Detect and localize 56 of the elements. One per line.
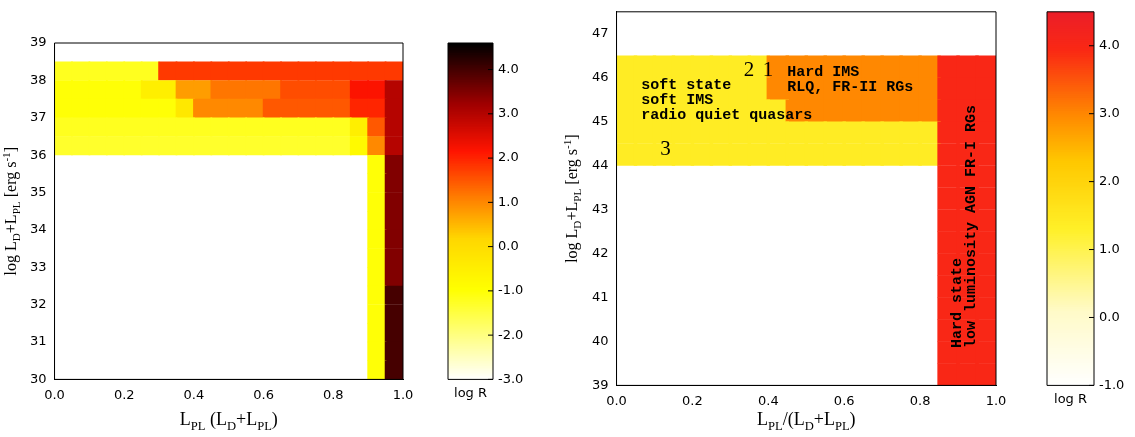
y-tick-label: 37 bbox=[30, 109, 47, 125]
x-tick-label: 0.0 bbox=[44, 386, 65, 402]
color-bar-label: 2.0 bbox=[498, 149, 519, 165]
y-axis-title: log LD+LPL [erg s-1] bbox=[0, 146, 22, 276]
x-tick-label: 0.4 bbox=[757, 392, 779, 408]
y-tick-label: 35 bbox=[30, 183, 47, 199]
y-tick-label: 31 bbox=[30, 333, 47, 349]
x-tick-label: 0.8 bbox=[322, 386, 344, 402]
y-tick-label: 39 bbox=[30, 34, 47, 50]
color-bar-label: 3.0 bbox=[498, 105, 519, 121]
y-tick-label: 33 bbox=[30, 258, 47, 274]
color-bar-title: log R bbox=[1054, 391, 1087, 407]
y-tick-label: 32 bbox=[30, 296, 47, 312]
y-tick-label: 45 bbox=[592, 113, 609, 129]
annotation: 3 bbox=[660, 135, 671, 160]
x-tick-label: 0.8 bbox=[909, 392, 931, 408]
x-tick-label: 0.6 bbox=[833, 392, 855, 408]
y-tick-label: 43 bbox=[592, 200, 609, 216]
color-bar-label: -1.0 bbox=[1099, 376, 1125, 392]
y-tick-label: 42 bbox=[592, 244, 609, 260]
x-tick-label: 1.0 bbox=[392, 386, 414, 402]
color-bar-label: -2.0 bbox=[498, 326, 524, 342]
y-tick-label: 44 bbox=[592, 157, 609, 173]
color-bar-title: log R bbox=[454, 385, 487, 401]
annotation: soft state bbox=[641, 76, 732, 94]
x-tick-label: 0.2 bbox=[113, 386, 135, 402]
color-bar-label: 3.0 bbox=[1099, 105, 1120, 121]
annotation: radio quiet quasars bbox=[641, 107, 813, 125]
color-bar-label: 2.0 bbox=[1099, 172, 1120, 188]
color-bar-label: 4.0 bbox=[498, 60, 519, 76]
annotation: RLQ, FR-II RGs bbox=[787, 78, 914, 96]
x-tick-label: 1.0 bbox=[985, 392, 1007, 408]
y-tick-label: 47 bbox=[592, 25, 609, 41]
y-tick-label: 38 bbox=[30, 71, 47, 87]
y-tick-label: 46 bbox=[592, 69, 609, 85]
color-bar-label: -3.0 bbox=[498, 370, 524, 386]
color-bar-label: 4.0 bbox=[1099, 37, 1120, 53]
x-tick-label: 0.6 bbox=[253, 386, 274, 402]
y-tick-label: 34 bbox=[30, 221, 47, 237]
y-tick-label: 39 bbox=[592, 376, 609, 392]
color-bar-label: -1.0 bbox=[498, 282, 524, 298]
x-tick-label: 0.4 bbox=[183, 386, 205, 402]
y-tick-label: 41 bbox=[592, 288, 609, 304]
y-tick-label: 36 bbox=[30, 146, 47, 162]
annotation: 2 bbox=[743, 56, 755, 81]
annotation: Hard IMS bbox=[787, 63, 860, 81]
color-bar-label: 0.0 bbox=[498, 237, 519, 253]
color-bar-label: 0.0 bbox=[1099, 308, 1120, 324]
color-bar-label: 1.0 bbox=[1099, 240, 1120, 256]
annotation: 1 bbox=[762, 56, 774, 81]
y-tick-label: 40 bbox=[592, 332, 609, 348]
x-tick-label: 0.2 bbox=[682, 392, 703, 408]
y-tick-label: 30 bbox=[30, 370, 47, 386]
color-bar-label: 1.0 bbox=[498, 193, 519, 209]
x-tick-label: 0.0 bbox=[606, 392, 627, 408]
y-axis-title: log LD+LPL [erg s-1] bbox=[560, 134, 583, 263]
